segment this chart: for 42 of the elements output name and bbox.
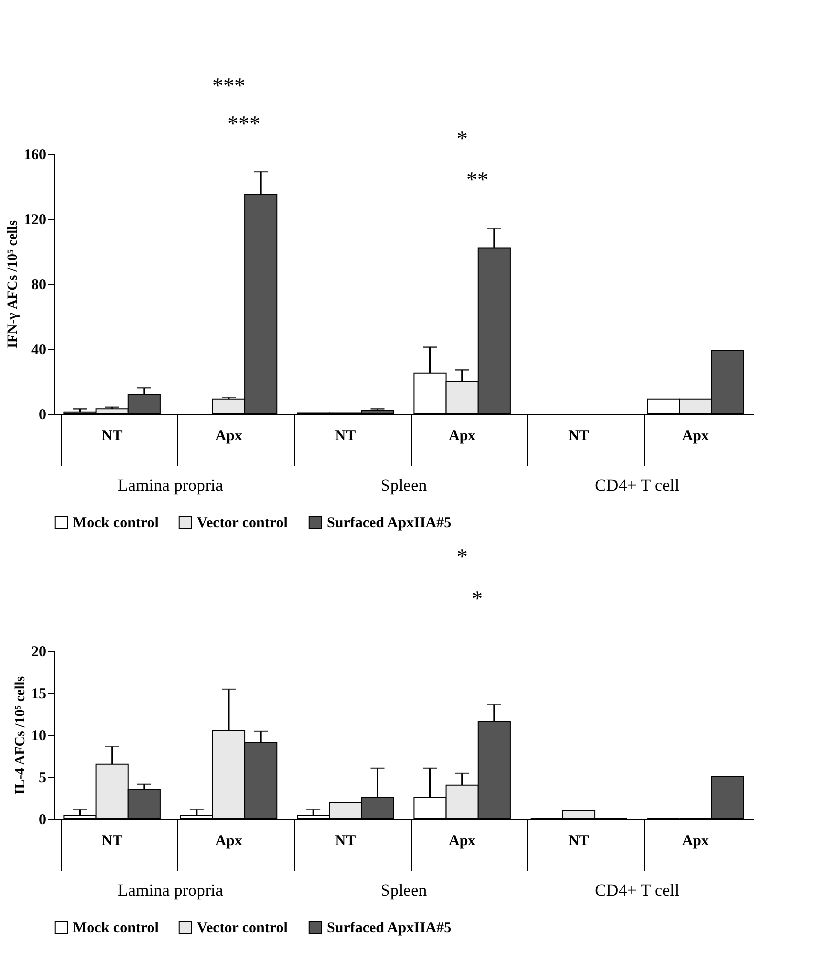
x-tick-label: NT: [335, 428, 356, 444]
text: Spleen: [380, 476, 428, 495]
text: *: [456, 126, 468, 151]
x-tick-label: Apx: [448, 428, 476, 444]
y-tick-label: 15: [32, 686, 46, 702]
x-tick-label: Apx: [216, 834, 243, 850]
x-tick-label: NT: [568, 428, 590, 444]
y-tick-label: 5: [39, 770, 46, 786]
y-tick-label: 160: [24, 148, 46, 164]
text: CD4+ T cell: [595, 881, 680, 900]
y-tick-label: 0: [39, 812, 46, 828]
legend-label: Surfaced ApxIIA#5: [327, 920, 452, 937]
text: CD4+ T cell: [595, 476, 680, 495]
annotation: **: [466, 167, 488, 192]
text: ***: [228, 111, 261, 136]
text: *: [472, 586, 483, 611]
y-axis-title: IL-4 AFCs /10⁵ cells: [14, 676, 28, 795]
text: Spleen: [380, 881, 428, 900]
y-tick-label: 80: [32, 278, 46, 294]
x-tick-label: NT: [102, 428, 123, 444]
y-tick-label: 120: [24, 212, 46, 228]
y-tick-label: 20: [32, 644, 46, 660]
y-axis-title: IFN-γ AFCs /10⁵ cells: [6, 220, 21, 348]
text: *: [456, 544, 468, 569]
x-tick-label: NT: [568, 834, 590, 850]
y-tick-label: 0: [39, 408, 46, 424]
legend-label: Vector control: [197, 516, 288, 532]
y-tick-label: 40: [32, 342, 46, 358]
x-tick-label: Apx: [448, 834, 476, 850]
text: Lamina propria: [118, 476, 224, 495]
x-tick-label: NT: [102, 834, 123, 850]
legend-label: Mock control: [73, 920, 159, 937]
x-tick-label: Apx: [682, 834, 710, 850]
y-tick-label: 10: [32, 728, 46, 744]
text: Lamina propria: [118, 881, 224, 900]
x-tick-label: NT: [335, 834, 356, 850]
legend-label: Mock control: [73, 516, 159, 532]
legend-label: Vector control: [197, 920, 288, 937]
x-tick-label: Apx: [682, 428, 710, 444]
text: ***: [212, 73, 246, 98]
x-tick-label: Apx: [216, 428, 243, 444]
legend-label: Surfaced ApxIIA#5: [327, 516, 452, 532]
